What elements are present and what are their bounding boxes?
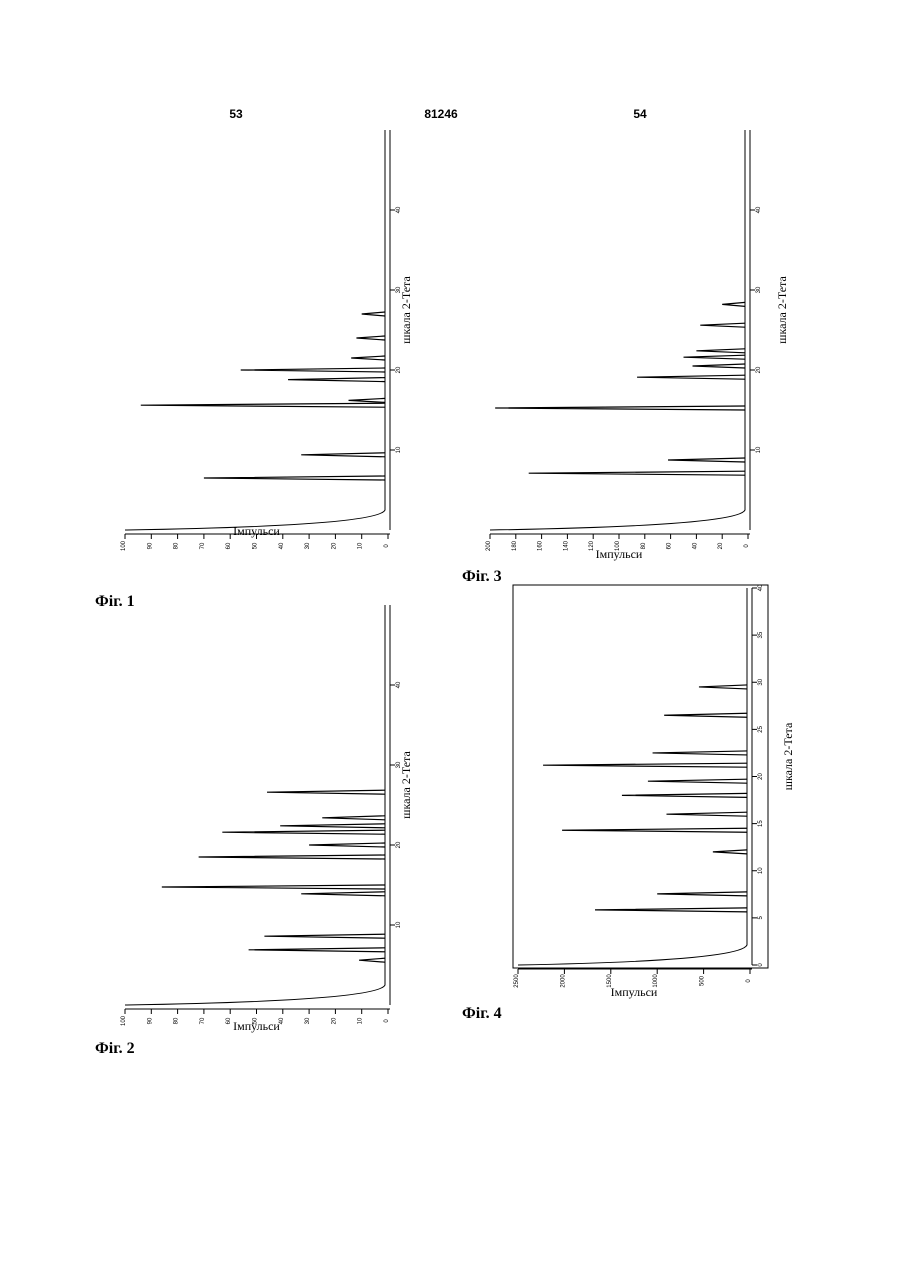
y-tick-label: 60 bbox=[226, 542, 232, 549]
x-axis-label: шкала 2-Тета bbox=[781, 722, 795, 790]
y-tick-label: 80 bbox=[174, 1017, 180, 1024]
y-tick-label: 200 bbox=[486, 540, 492, 551]
x-tick-label: 20 bbox=[756, 366, 762, 373]
y-axis-label: Імпульси bbox=[233, 1019, 280, 1033]
y-tick-label: 50 bbox=[253, 542, 259, 549]
x-tick-label: 30 bbox=[758, 678, 764, 685]
x-tick-label: 40 bbox=[758, 584, 764, 591]
x-tick-label: 30 bbox=[756, 286, 762, 293]
y-tick-label: 160 bbox=[538, 540, 544, 551]
x-tick-label: 35 bbox=[758, 631, 764, 638]
x-tick-label: 10 bbox=[396, 446, 402, 453]
y-tick-label: 140 bbox=[563, 540, 569, 551]
x-tick-label: 15 bbox=[758, 820, 764, 827]
y-tick-label: 120 bbox=[589, 540, 595, 551]
y-tick-label: 40 bbox=[692, 542, 698, 549]
x-tick-label: 20 bbox=[758, 773, 764, 780]
y-tick-label: 100 bbox=[121, 1015, 127, 1026]
x-tick-label: 40 bbox=[396, 681, 402, 688]
y-axis-label: Імпульси bbox=[233, 524, 280, 538]
y-tick-label: 90 bbox=[147, 542, 153, 549]
figure-label: Фіг. 2 bbox=[95, 1040, 135, 1057]
x-axis-label: шкала 2-Тета bbox=[399, 751, 413, 819]
x-tick-label: 40 bbox=[756, 206, 762, 213]
y-tick-label: 30 bbox=[305, 542, 311, 549]
x-tick-label: 10 bbox=[396, 921, 402, 928]
y-tick-label: 80 bbox=[174, 542, 180, 549]
y-tick-label: 40 bbox=[279, 542, 285, 549]
y-axis-label: Імпульси bbox=[611, 985, 658, 999]
y-tick-label: 60 bbox=[667, 542, 673, 549]
y-tick-label: 20 bbox=[331, 542, 337, 549]
background bbox=[0, 0, 900, 1273]
y-tick-label: 20 bbox=[331, 1017, 337, 1024]
y-tick-label: 70 bbox=[200, 1017, 206, 1024]
patent-number: 81246 bbox=[424, 107, 458, 121]
y-tick-label: 180 bbox=[512, 540, 518, 551]
x-tick-label: 40 bbox=[396, 206, 402, 213]
x-tick-label: 20 bbox=[396, 366, 402, 373]
y-tick-label: 10 bbox=[358, 542, 364, 549]
y-tick-label: 60 bbox=[226, 1017, 232, 1024]
x-tick-label: 10 bbox=[756, 446, 762, 453]
y-tick-label: 500 bbox=[700, 975, 706, 986]
y-tick-label: 90 bbox=[147, 1017, 153, 1024]
figure-label: Фіг. 1 bbox=[95, 593, 135, 610]
y-tick-label: 70 bbox=[200, 542, 206, 549]
page-number: 53 bbox=[229, 107, 243, 121]
x-tick-label: 10 bbox=[758, 867, 764, 874]
y-tick-label: 100 bbox=[121, 540, 127, 551]
y-axis-label: Імпульси bbox=[596, 547, 643, 561]
x-axis-label: шкала 2-Тета bbox=[399, 276, 413, 344]
figure-label: Фіг. 3 bbox=[462, 568, 502, 585]
page: 53 81246 54 1020304001020304050607080901… bbox=[0, 0, 900, 1273]
y-tick-label: 2000 bbox=[560, 974, 566, 988]
y-tick-label: 20 bbox=[718, 542, 724, 549]
x-tick-label: 25 bbox=[758, 725, 764, 732]
page-number: 54 bbox=[633, 107, 647, 121]
y-tick-label: 10 bbox=[358, 1017, 364, 1024]
x-axis-label: шкала 2-Тета bbox=[775, 276, 789, 344]
y-tick-label: 30 bbox=[305, 1017, 311, 1024]
figure-label: Фіг. 4 bbox=[462, 1005, 502, 1022]
x-tick-label: 20 bbox=[396, 841, 402, 848]
y-tick-label: 2500 bbox=[514, 974, 520, 988]
